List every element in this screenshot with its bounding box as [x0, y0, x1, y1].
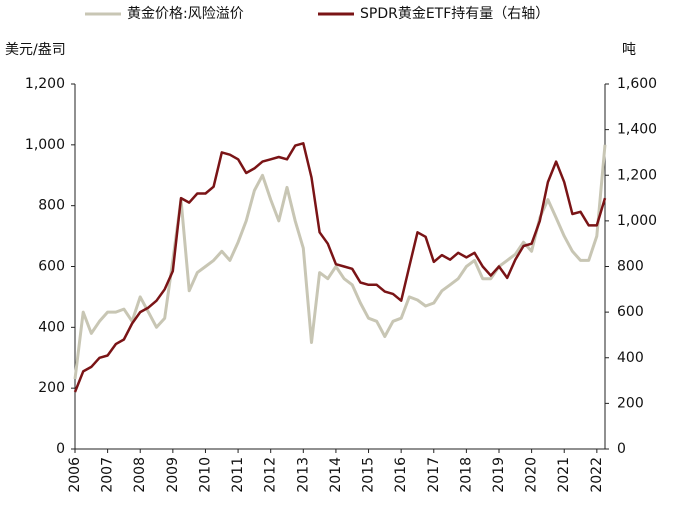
series-line: [73, 144, 607, 380]
x-tick-label: 2022: [589, 457, 605, 493]
x-tick-label: 2006: [67, 457, 83, 493]
legend-label: SPDR黄金ETF持有量（右轴）: [360, 5, 549, 22]
x-tick-label: 2016: [393, 457, 409, 493]
y2-tick-label: 800: [617, 259, 644, 275]
x-tick-label: 2018: [458, 457, 474, 493]
x-tick-label: 2012: [263, 457, 279, 493]
x-tick-label: 2011: [230, 457, 246, 493]
y2-tick-label: 0: [617, 441, 626, 457]
x-tick-label: 2007: [100, 457, 116, 493]
y2-tick-label: 1,000: [617, 213, 657, 229]
y2-tick-label: 1,400: [617, 122, 657, 138]
x-tick-label: 2019: [491, 457, 507, 493]
y-tick-label: 600: [38, 259, 65, 275]
y2-axis-label: 吨: [622, 42, 636, 58]
x-tick-label: 2015: [361, 457, 377, 493]
y2-tick-label: 1,600: [617, 76, 657, 92]
y-tick-label: 1,200: [25, 76, 65, 92]
y-tick-label: 800: [38, 198, 65, 214]
x-tick-label: 2014: [328, 457, 344, 493]
x-tick-label: 2013: [295, 457, 311, 493]
y-tick-label: 200: [38, 380, 65, 396]
y-tick-label: 1,000: [25, 137, 65, 153]
x-tick-label: 2009: [165, 457, 181, 493]
x-tick-label: 2010: [197, 457, 213, 493]
series-line: [73, 142, 607, 393]
x-tick-label: 2017: [426, 457, 442, 493]
x-tick-label: 2021: [556, 457, 572, 493]
y2-tick-label: 600: [617, 304, 644, 320]
y-axis-label: 美元/盎司: [5, 42, 66, 58]
y2-tick-label: 1,200: [617, 167, 657, 183]
y-tick-label: 400: [38, 319, 65, 335]
y2-tick-label: 400: [617, 350, 644, 366]
y-tick-label: 0: [56, 441, 65, 457]
legend-label: 黄金价格:风险溢价: [127, 5, 244, 22]
y2-tick-label: 200: [617, 395, 644, 411]
x-tick-label: 2020: [524, 457, 540, 493]
x-tick-label: 2008: [132, 457, 148, 493]
